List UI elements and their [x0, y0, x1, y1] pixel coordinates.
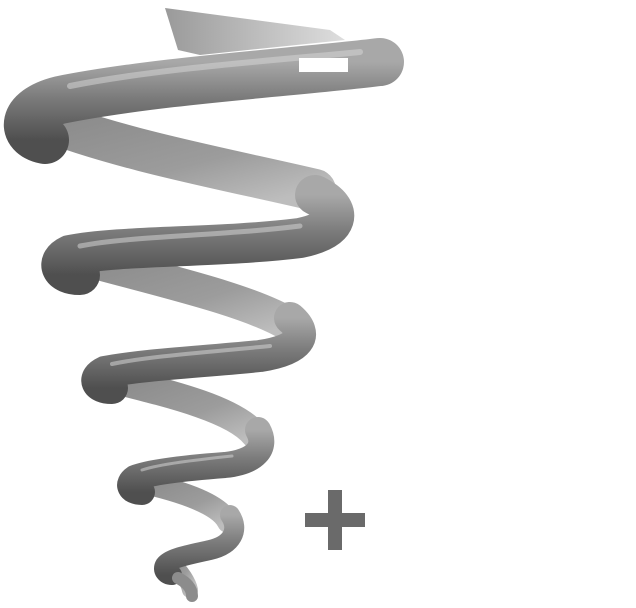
- coil-bottom-end: [172, 572, 198, 602]
- coil-highlights: [67, 49, 363, 472]
- plus-sign-horizontal-bar: [305, 513, 365, 527]
- minus-sign-marker: −: [299, 58, 348, 72]
- coil-top-tip: [165, 8, 345, 55]
- coil-back-segment-1: [19, 97, 336, 211]
- coil-front-segment-3: [81, 302, 316, 404]
- minus-sign-bar: [299, 58, 348, 72]
- coil-front-segment-2: [41, 175, 355, 295]
- coil-front-segment-5: [154, 505, 245, 585]
- coil-front-segment-4: [117, 417, 275, 505]
- plus-sign-marker: +: [305, 490, 365, 550]
